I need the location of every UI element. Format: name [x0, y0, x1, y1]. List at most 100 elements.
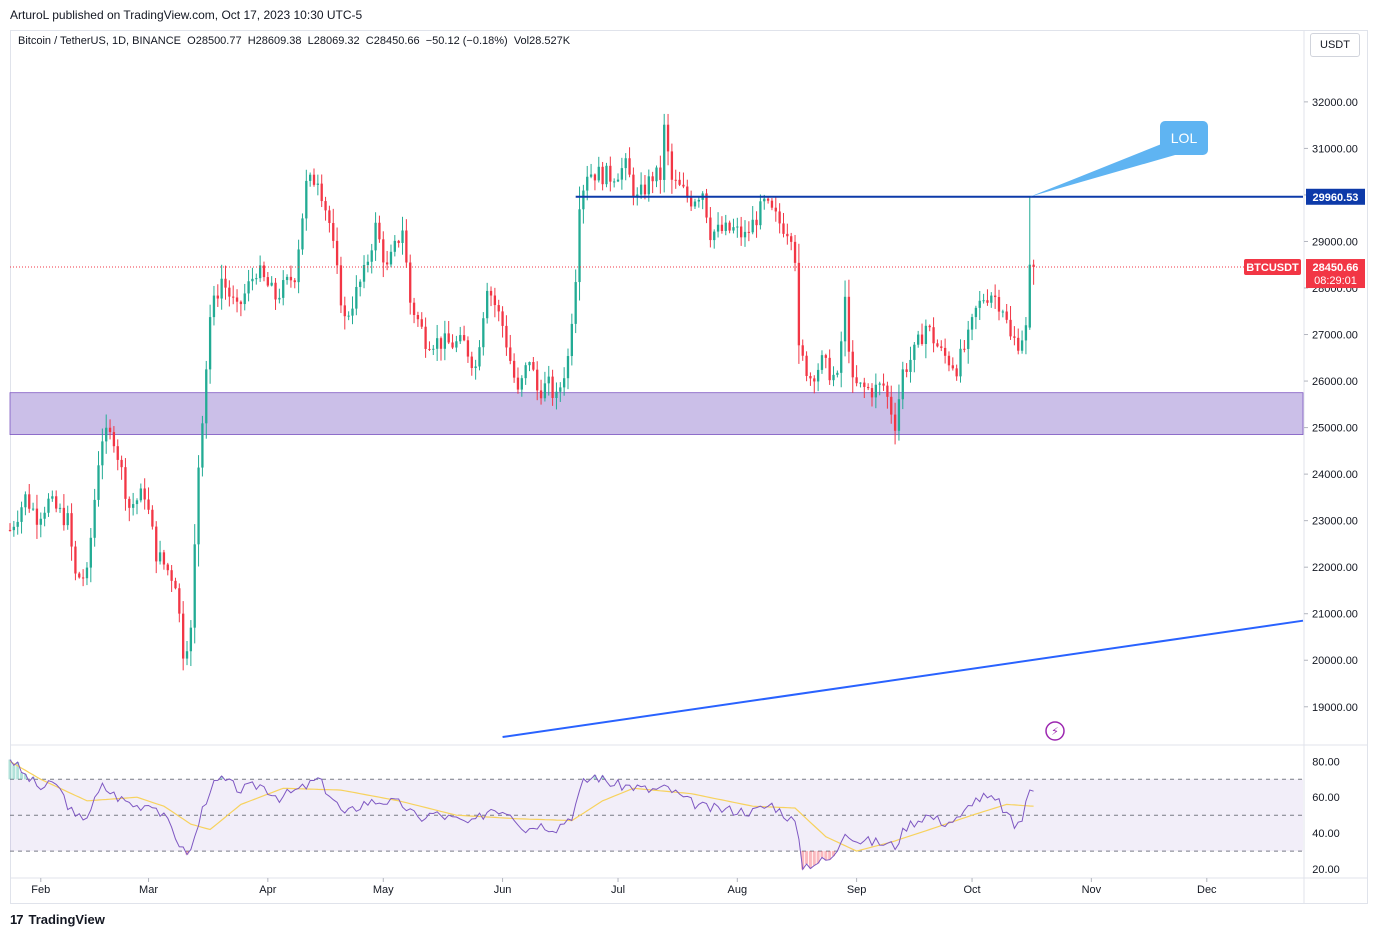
candle-body [551, 376, 554, 398]
candle-body [131, 504, 135, 508]
candle-body [663, 124, 666, 180]
candle-body [532, 362, 535, 370]
candle-body [855, 377, 858, 384]
candle-body [285, 276, 289, 281]
month-label: Jul [611, 884, 625, 896]
candle-body [678, 179, 681, 185]
candle-body [178, 588, 181, 614]
candle-body [786, 233, 789, 237]
resistance-price-text: 29960.53 [1313, 192, 1359, 204]
candle-body [1024, 325, 1028, 341]
candle-body [343, 305, 346, 317]
candle-body [332, 223, 335, 241]
candle-body [589, 174, 593, 177]
price-tick-label: 19000.00 [1312, 702, 1358, 714]
candle-body [158, 552, 162, 562]
candle-body [859, 382, 862, 384]
candle-body [108, 427, 112, 433]
candle-body [782, 223, 785, 234]
candle-body [655, 167, 658, 182]
candle-body [816, 369, 820, 382]
rsi-tick-label: 40.00 [1312, 828, 1340, 840]
candle-body [851, 351, 854, 378]
candle-body [747, 231, 751, 233]
tradingview-logo-icon: 17 [10, 912, 24, 927]
month-label: Sep [847, 884, 867, 896]
price-tick-label: 20000.00 [1312, 655, 1358, 667]
candle-body [347, 315, 350, 317]
month-label: Feb [31, 884, 50, 896]
candle-body [382, 239, 385, 263]
candle-body [543, 383, 547, 399]
candle-body [351, 308, 354, 316]
candle-body [289, 276, 293, 281]
candle-body [128, 498, 131, 508]
candle-body [420, 319, 423, 327]
candle-body [220, 278, 223, 299]
candle-body [605, 165, 608, 185]
candle-body [447, 333, 450, 343]
candle-body [651, 176, 654, 182]
candle-body [732, 227, 735, 231]
candle-body [105, 427, 108, 442]
candle-body [982, 300, 985, 302]
candle-body [151, 509, 154, 527]
axes: 19000.00 20000.00 21000.00 22000.00 23000.00… [31, 97, 1358, 896]
candle-body [493, 295, 497, 306]
candle-body [374, 222, 377, 251]
candle-body [359, 281, 362, 287]
candle-body [1020, 340, 1024, 351]
rsi-pane [8, 759, 1303, 871]
candle-body [547, 376, 550, 384]
candle-body [174, 580, 177, 589]
candle-body [439, 338, 443, 349]
candle-body [412, 302, 416, 316]
currency-button[interactable]: USDT [1310, 33, 1360, 57]
candle-body [613, 181, 616, 183]
candle-body [713, 231, 716, 241]
candle-body [724, 222, 727, 231]
candle-body [35, 508, 39, 525]
candle-body [639, 184, 643, 195]
candle-body [882, 383, 885, 386]
candle-body [324, 201, 327, 211]
candle-body [932, 327, 935, 344]
candle-body [970, 317, 974, 330]
candle-body [582, 190, 585, 210]
candle-body [47, 498, 50, 513]
rsi-band [10, 779, 1303, 852]
candle-body [81, 577, 85, 579]
candle-body [232, 296, 235, 298]
candle-body [863, 382, 866, 387]
candle-body [262, 265, 266, 278]
chart-frame [10, 30, 1368, 904]
candle-body [528, 362, 531, 366]
candle-body [135, 500, 139, 505]
candle-body [28, 494, 31, 509]
candle-body [566, 356, 570, 379]
candle-body [12, 526, 16, 531]
candle-body [539, 390, 543, 399]
candle-body [763, 198, 766, 202]
candle-body [574, 282, 577, 324]
month-label: Nov [1082, 884, 1102, 896]
candle-body [836, 372, 839, 375]
price-tick-label: 31000.00 [1312, 143, 1358, 155]
candle-body [432, 348, 435, 350]
candle-body [886, 385, 889, 397]
rsi-line [9, 759, 1034, 871]
candle-body [51, 496, 54, 499]
candle-body [185, 651, 189, 659]
candle-body [443, 333, 447, 349]
candle-body [997, 297, 1001, 312]
candle-body [335, 240, 339, 266]
candle-body [155, 526, 158, 562]
candle-body [55, 496, 58, 509]
candle-body [601, 166, 604, 185]
candle-body [416, 315, 420, 320]
current-price-text: 28450.66 [1313, 262, 1359, 274]
callout-bubble [1160, 121, 1208, 155]
footer-brand[interactable]: 17 TradingView [10, 912, 105, 927]
